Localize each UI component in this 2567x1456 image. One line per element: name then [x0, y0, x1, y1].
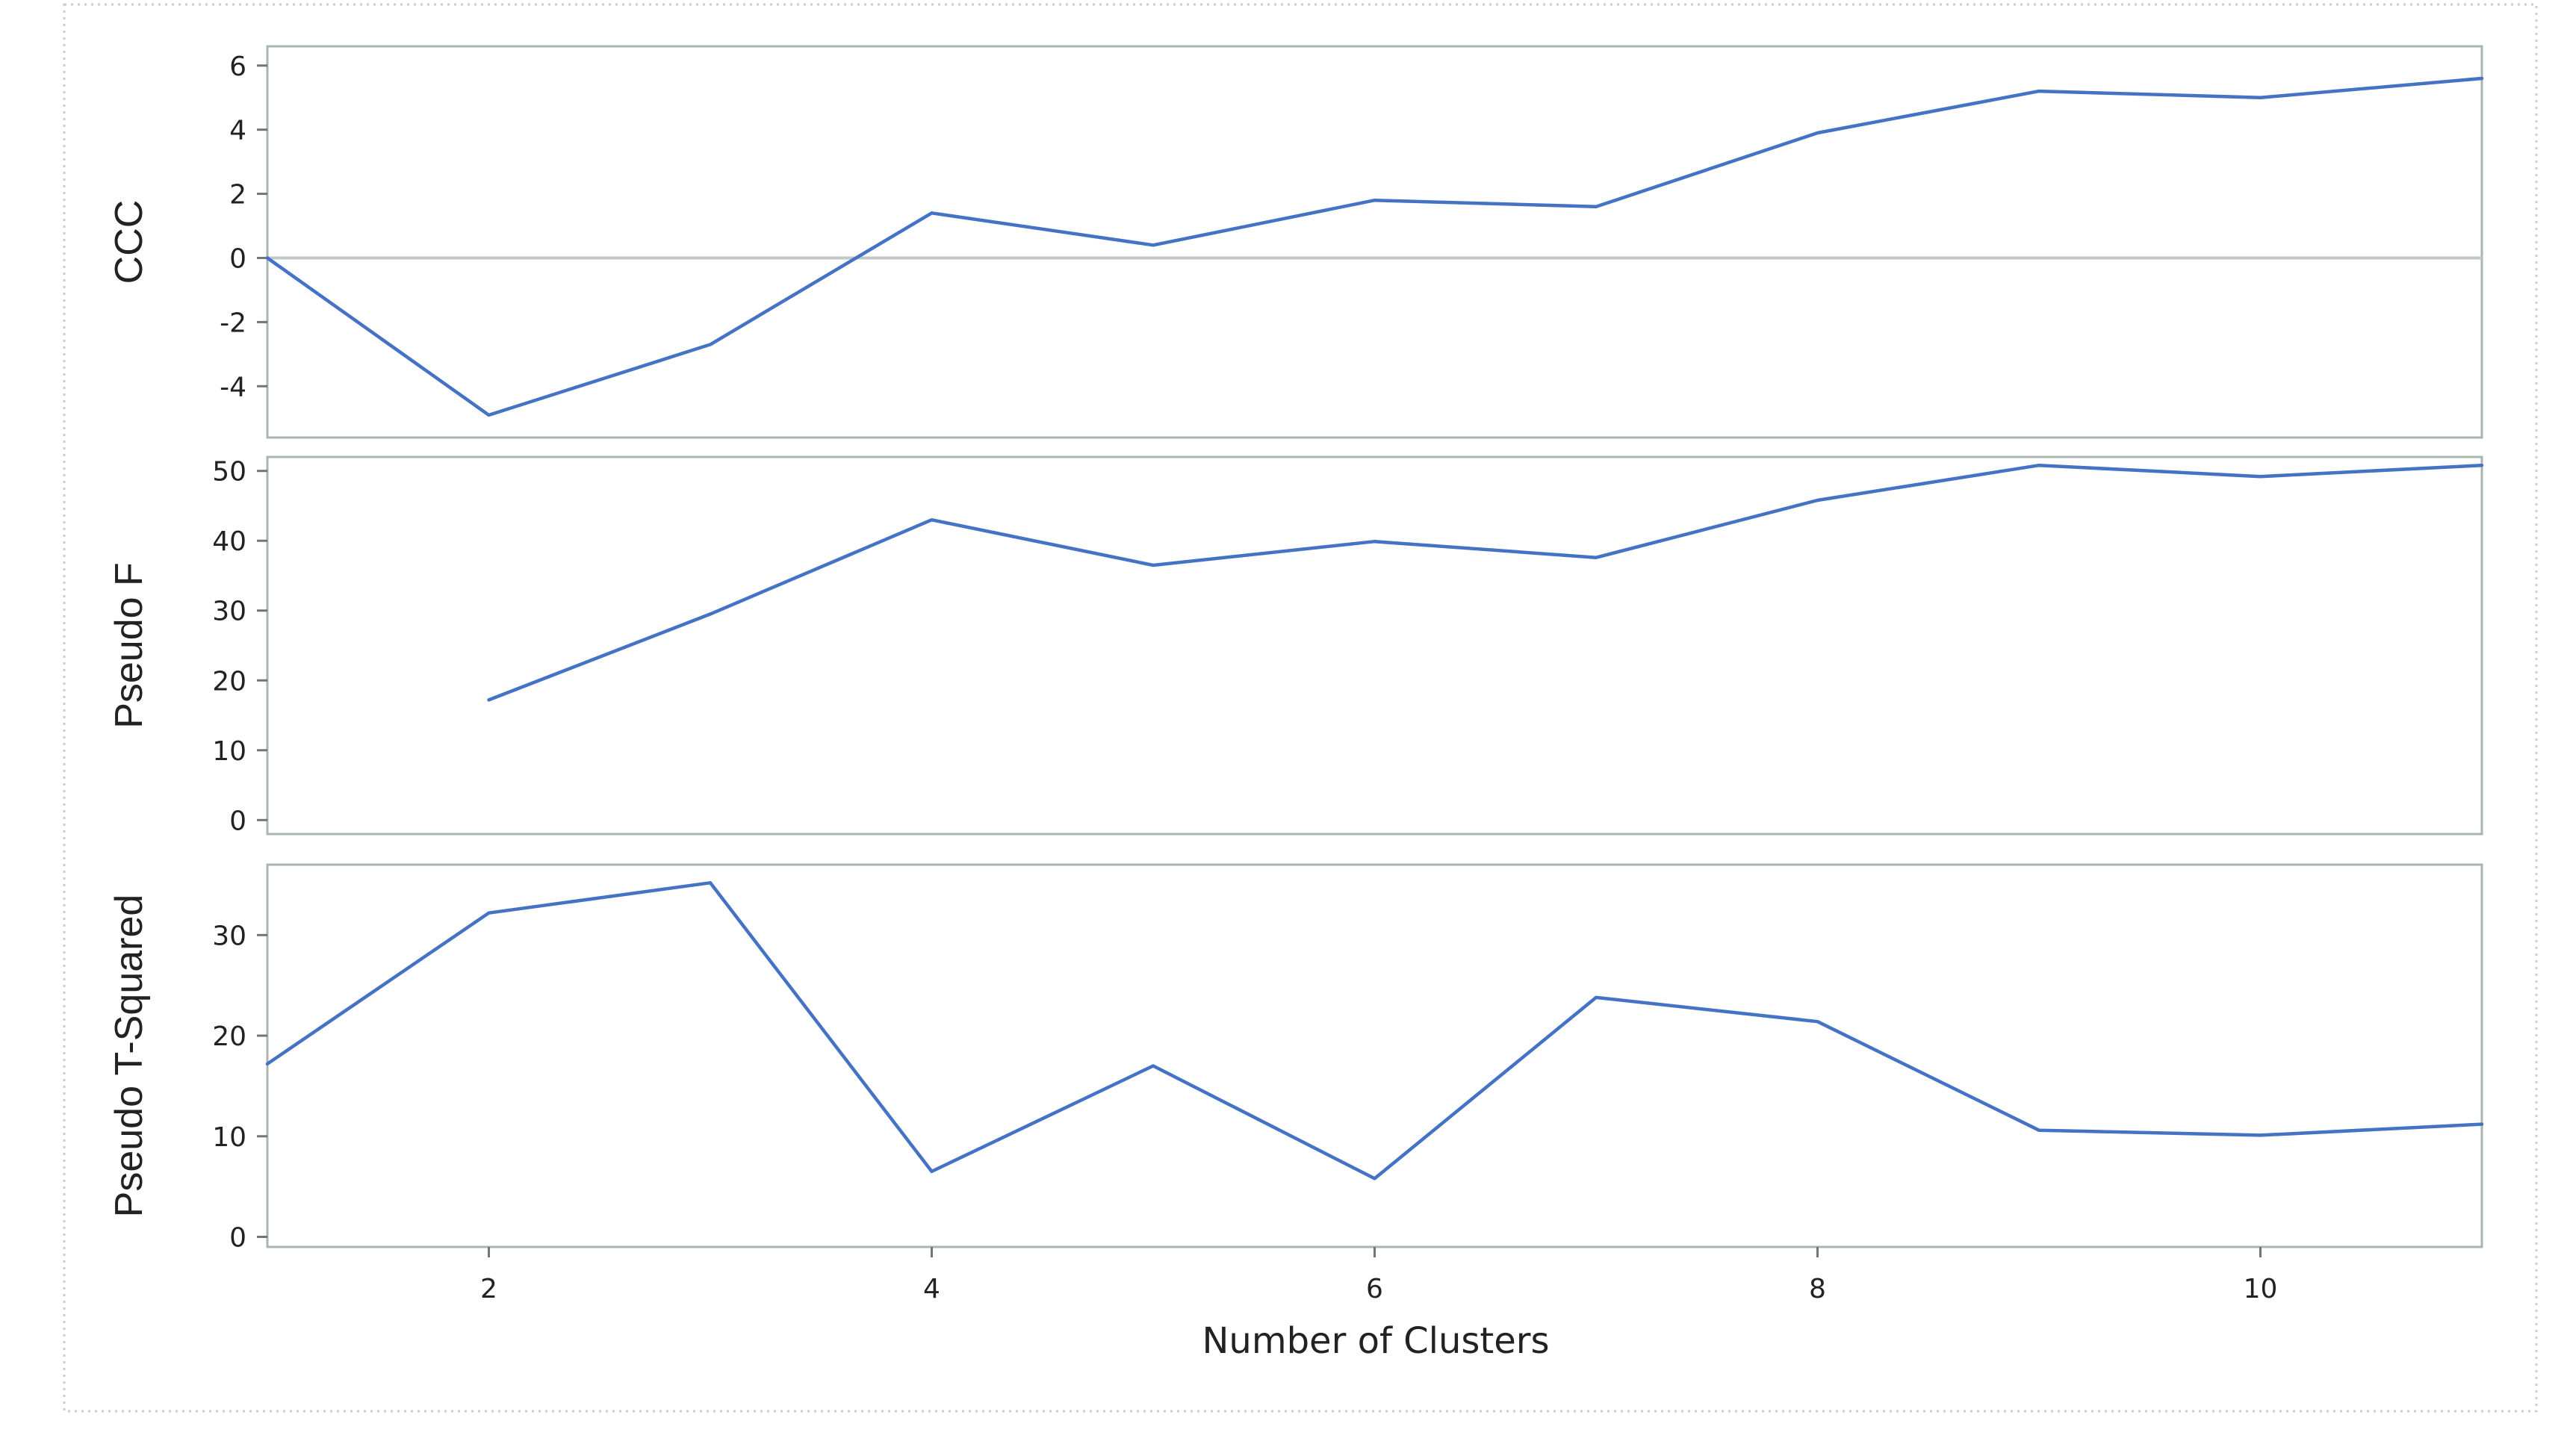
series-line-ccc [265, 76, 2484, 417]
data-point-pseudo-t-squared [930, 1169, 934, 1174]
y-tick-label-pseudo-f: 30 [212, 597, 246, 627]
x-tick-label: 8 [1809, 1274, 1826, 1304]
data-point-ccc [265, 255, 270, 260]
panel-pseudo-f: 50 40 30 20 10 0 Pseudo F [108, 455, 2484, 836]
y-tick-label-pseudo-f: 40 [212, 526, 246, 557]
data-point-pseudo-t-squared [487, 911, 491, 915]
data-point-pseudo-t-squared [2480, 1122, 2484, 1127]
y-axis-label-pseudo-t-squared: Pseudo T-Squared [108, 895, 151, 1218]
y-tick-label-ccc: 2 [229, 180, 246, 211]
data-point-pseudo-f [708, 612, 713, 616]
y-tick-label-pseudo-t-squared: 30 [212, 921, 246, 951]
data-point-pseudo-f [1594, 556, 1598, 560]
y-tick-label-pseudo-f: 20 [212, 666, 246, 697]
data-point-pseudo-t-squared [2037, 1128, 2041, 1133]
data-point-pseudo-f [1816, 498, 1820, 503]
x-tick-label: 10 [2244, 1274, 2278, 1304]
data-point-pseudo-f [1373, 539, 1377, 544]
y-tick-label-ccc: 4 [229, 116, 246, 146]
data-point-pseudo-t-squared [1594, 995, 1598, 1000]
figure-outer-frame [63, 3, 2538, 1413]
y-tick-label-pseudo-t-squared: 20 [212, 1021, 246, 1052]
data-point-ccc [1151, 243, 1155, 247]
data-point-pseudo-f [2259, 474, 2263, 479]
series-line-pseudo-t-squared [265, 881, 2484, 1180]
y-tick-label-ccc: -4 [220, 372, 246, 402]
data-point-ccc [2480, 76, 2484, 81]
data-point-pseudo-f [930, 517, 934, 522]
y-axis-label-ccc: CCC [108, 200, 151, 284]
data-point-ccc [2037, 89, 2041, 93]
data-point-ccc [1373, 198, 1377, 202]
data-point-ccc [1816, 131, 1820, 135]
data-point-pseudo-f [2037, 463, 2041, 467]
data-point-pseudo-f [1151, 563, 1155, 567]
y-axis-label-pseudo-f: Pseudo F [108, 562, 151, 729]
data-point-ccc [1594, 205, 1598, 209]
y-tick-label-pseudo-t-squared: 0 [229, 1223, 246, 1254]
data-point-pseudo-t-squared [1373, 1176, 1377, 1180]
data-point-pseudo-t-squared [265, 1062, 270, 1066]
panel-frame-pseudo-f [266, 455, 2483, 836]
y-tick-label-pseudo-f: 50 [212, 457, 246, 488]
y-tick-label-pseudo-f: 0 [229, 806, 246, 836]
x-tick-label: 2 [480, 1274, 497, 1304]
data-point-pseudo-t-squared [2259, 1133, 2263, 1137]
x-axis-title: Number of Clusters [1202, 1320, 1550, 1362]
panel-ccc: 6 4 2 0 -2 -4 CCC [108, 45, 2484, 439]
data-point-ccc [2259, 96, 2263, 100]
data-point-pseudo-t-squared [708, 880, 713, 885]
data-point-pseudo-f [2480, 463, 2484, 467]
data-point-pseudo-t-squared [1151, 1063, 1155, 1068]
y-tick-label-ccc: 6 [229, 52, 246, 82]
x-tick-label: 6 [1366, 1274, 1383, 1304]
panel-frame-ccc [266, 45, 2483, 439]
y-tick-label-pseudo-t-squared: 10 [212, 1122, 246, 1153]
data-point-pseudo-t-squared [1816, 1019, 1820, 1024]
series-line-pseudo-f [487, 463, 2484, 702]
data-point-ccc [930, 211, 934, 215]
x-tick-label: 4 [923, 1274, 940, 1304]
y-tick-label-ccc: 0 [229, 243, 246, 274]
data-point-ccc [487, 413, 491, 417]
y-tick-label-ccc: -2 [220, 308, 246, 338]
y-tick-label-pseudo-f: 10 [212, 736, 246, 767]
data-point-ccc [708, 342, 713, 346]
panel-pseudo-t-squared: 30 20 10 0 Pseudo T-Squared 2 4 6 8 10 [108, 863, 2484, 1304]
data-point-pseudo-f [487, 697, 491, 702]
